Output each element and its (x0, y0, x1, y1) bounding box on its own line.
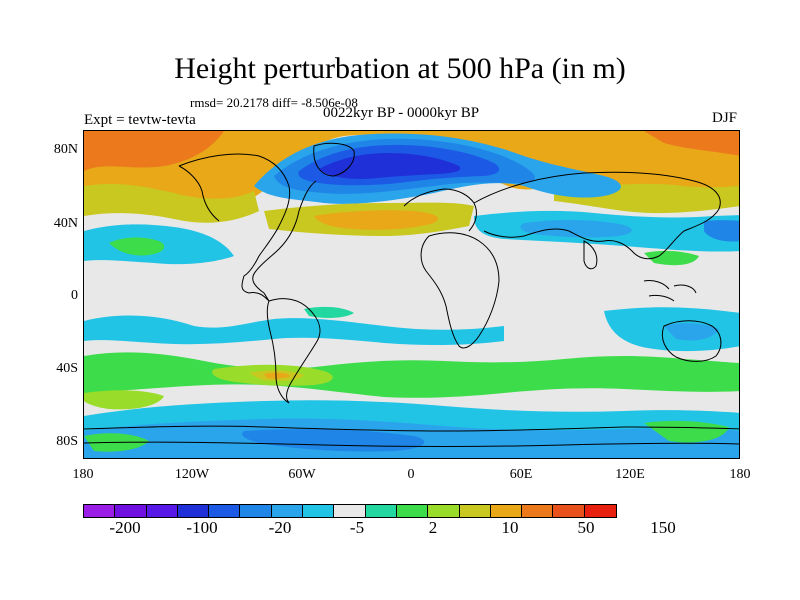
map-title: Height perturbation at 500 hPa (in m) (174, 52, 626, 85)
lat-label-40s: 40S (56, 361, 78, 376)
colorbar-swatch (584, 505, 617, 517)
coastlines (84, 142, 739, 447)
contour-east-blue (704, 220, 739, 242)
colorbar-label-2: 2 (428, 518, 438, 537)
colorbar-swatch (396, 505, 429, 517)
colorbar-swatch (365, 505, 397, 517)
contour-antarctic-green-east (644, 420, 729, 443)
contour-south-cyan-1 (84, 315, 504, 346)
lon-label-0: 0 (407, 467, 415, 482)
contour-olive-west (84, 183, 259, 223)
colorbar-swatch (522, 505, 554, 517)
colorbar-swatch (459, 505, 491, 517)
lon-label-120e: 120E (615, 467, 645, 482)
contour-north-darkorange (84, 131, 224, 171)
contour-south-lime-west (84, 390, 164, 410)
lat-label-80n: 80N (53, 142, 78, 157)
colorbar-swatch (177, 505, 210, 517)
colorbar-swatch (115, 505, 147, 517)
lon-label-180e: 180 (729, 467, 751, 482)
lat-label-0: 0 (71, 288, 78, 303)
contour-south-orange (264, 372, 291, 379)
colorbar-label-50: 50 (577, 518, 595, 537)
colorbar-swatch (209, 505, 241, 517)
stats-text: rmsd= 20.2178 diff= -8.506e-08 (190, 95, 358, 110)
contour-north-pacific-green (109, 237, 165, 256)
contour-mid-skyblue (520, 220, 632, 238)
colorbar-swatch (271, 505, 304, 517)
colorbar-label-m20: -20 (268, 518, 292, 537)
colorbar-swatch (240, 505, 272, 517)
contour-map (84, 131, 739, 458)
colorbar-swatch (334, 505, 366, 517)
experiment-label: Expt = tevtw-tevta (84, 112, 196, 128)
contour-south-green-belt (84, 352, 739, 398)
colorbar-swatch (84, 505, 116, 517)
lat-label-80s: 80S (56, 434, 78, 449)
colorbar-label-150: 150 (650, 518, 676, 537)
season-label: DJF (712, 110, 738, 126)
colorbar-label-10: 10 (501, 518, 519, 537)
colorbar-swatch (553, 505, 585, 517)
contour-south-teal-small (304, 306, 354, 318)
colorbar-label-m5: -5 (349, 518, 365, 537)
lon-label-180w: 180 (72, 467, 94, 482)
contour-south-skyblue-east (664, 323, 719, 341)
colorbar-label-m100: -100 (186, 518, 218, 537)
lon-label-60w: 60W (288, 467, 316, 482)
lon-label-60e: 60E (509, 467, 533, 482)
contour-north-darkorange-east (644, 131, 739, 156)
contour-east-green (644, 250, 699, 266)
colorbar-swatch (428, 505, 460, 517)
period-label: 0022kyr BP - 0000kyr BP (323, 105, 480, 121)
colorbar-label-m200: -200 (109, 518, 141, 537)
colorbar (83, 504, 618, 518)
contour-north-navy (319, 153, 461, 179)
lat-label-40n: 40N (53, 216, 78, 231)
colorbar-swatch (146, 505, 178, 517)
lon-label-120w: 120W (174, 467, 210, 482)
map-panel (83, 130, 740, 459)
colorbar-swatch (303, 505, 335, 517)
colorbar-swatch (490, 505, 523, 517)
contour-atlantic-orange (314, 210, 438, 230)
